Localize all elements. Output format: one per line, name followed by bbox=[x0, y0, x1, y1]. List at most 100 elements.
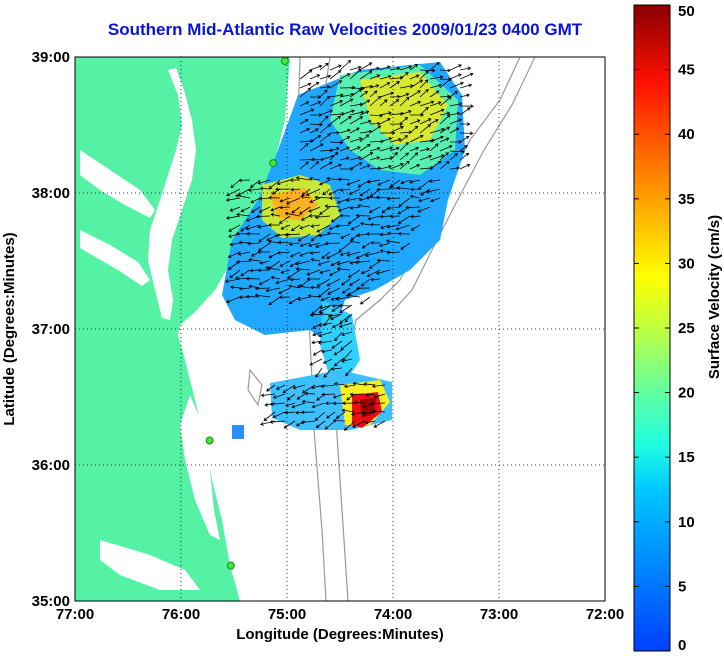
velocity-arrow bbox=[449, 149, 465, 154]
colorbar-tick-label: 10 bbox=[678, 514, 695, 531]
velocity-arrow bbox=[329, 80, 343, 89]
velocity-arrow bbox=[299, 127, 311, 134]
velocity-arrow bbox=[283, 420, 296, 429]
velocity-arrow bbox=[429, 197, 441, 203]
velocity-arrow bbox=[400, 242, 411, 250]
velocity-arrow bbox=[323, 367, 333, 378]
velocity-arrow bbox=[275, 187, 291, 192]
velocity-arrow bbox=[359, 134, 370, 143]
colorbar-ticks: 0 5 10 15 20 25 30 35 40 45 50 bbox=[634, 3, 695, 654]
velocity-arrow bbox=[319, 206, 331, 215]
velocity-arrow bbox=[258, 206, 271, 213]
colorbar-tick-label: 30 bbox=[678, 255, 695, 272]
velocity-arrow bbox=[349, 239, 361, 244]
velocity-arrow bbox=[373, 393, 386, 399]
velocity-arrow bbox=[339, 304, 353, 314]
velocity-arrow bbox=[280, 269, 291, 274]
velocity-arrow bbox=[321, 349, 333, 354]
velocity-arrow bbox=[339, 146, 350, 152]
velocity-arrow bbox=[299, 108, 315, 116]
velocity-arrow bbox=[292, 384, 306, 390]
velocity-arrow bbox=[449, 111, 461, 116]
lat-lon-grid bbox=[75, 57, 605, 601]
colorbar-tick-label: 25 bbox=[678, 320, 695, 337]
velocity-arrow bbox=[409, 152, 419, 161]
velocity-arrow bbox=[449, 166, 461, 171]
velocity-arrow bbox=[258, 196, 271, 201]
velocity-arrow bbox=[257, 268, 271, 273]
velocity-arrow bbox=[310, 285, 321, 290]
velocity-arrow bbox=[316, 393, 326, 401]
velocity-arrow bbox=[348, 188, 361, 195]
velocity-arrow bbox=[331, 303, 343, 308]
velocity-arrow bbox=[308, 242, 321, 248]
velocity-arrow bbox=[309, 143, 324, 152]
velocity-arrow bbox=[439, 160, 450, 170]
velocity-arrow bbox=[359, 296, 371, 305]
velocity-arrow bbox=[369, 156, 381, 161]
velocity-arrow bbox=[332, 418, 346, 423]
velocity-arrow bbox=[295, 267, 311, 271]
velocity-arrow bbox=[326, 278, 341, 287]
velocity-arrow bbox=[399, 141, 409, 152]
velocity-arrow bbox=[349, 88, 363, 98]
velocity-arrow bbox=[329, 269, 341, 276]
velocity-arrow bbox=[279, 260, 291, 267]
velocity-arrow bbox=[257, 179, 271, 185]
velocity-arrow bbox=[329, 64, 342, 71]
velocity-arrow bbox=[268, 195, 281, 200]
velocity-arrow bbox=[257, 250, 270, 254]
velocity-arrows bbox=[224, 59, 474, 431]
radar-station-marker bbox=[226, 561, 235, 570]
velocity-arrow bbox=[309, 313, 323, 317]
y-tick-label: 38:00 bbox=[32, 185, 70, 202]
velocity-arrow bbox=[289, 277, 301, 282]
velocity-arrow bbox=[389, 66, 401, 71]
velocity-arrow bbox=[319, 95, 331, 107]
velocity-arrow bbox=[429, 143, 439, 152]
velocity-arrow bbox=[316, 224, 331, 233]
velocity-arrow bbox=[230, 179, 241, 189]
velocity-arrow bbox=[345, 293, 361, 298]
velocity-arrow bbox=[301, 399, 316, 404]
velocity-arrow bbox=[295, 176, 311, 181]
velocity-arrow bbox=[389, 94, 401, 99]
velocity-arrow bbox=[245, 224, 261, 231]
velocity-arrow bbox=[329, 100, 344, 107]
velocity-arrow bbox=[429, 160, 442, 170]
velocity-arrow bbox=[410, 214, 421, 219]
colorbar-tick-label: 50 bbox=[678, 3, 695, 20]
velocity-arrow bbox=[418, 197, 431, 203]
colorbar-tick-label: 5 bbox=[678, 578, 686, 595]
velocity-arrow bbox=[289, 260, 301, 267]
velocity-arrow bbox=[349, 146, 361, 152]
velocity-arrow bbox=[318, 322, 333, 327]
velocity-arrow bbox=[397, 215, 411, 224]
velocity-arrow bbox=[311, 402, 326, 409]
velocity-arrow bbox=[315, 367, 323, 378]
velocity-arrow bbox=[449, 64, 462, 71]
velocity-arrow bbox=[314, 411, 326, 421]
velocity-arrow bbox=[395, 224, 411, 231]
velocity-arrow bbox=[439, 145, 453, 152]
velocity-arrow bbox=[352, 420, 366, 428]
velocity-arrow bbox=[359, 70, 373, 80]
velocity-arrow bbox=[237, 188, 251, 196]
velocity-arrow bbox=[376, 187, 391, 192]
velocity-arrow bbox=[419, 124, 431, 134]
velocity-arrow bbox=[318, 233, 331, 238]
velocity-arrow bbox=[459, 83, 473, 89]
y-tick-label: 35:00 bbox=[32, 593, 70, 610]
velocity-arrow bbox=[370, 277, 381, 282]
velocity-arrow bbox=[439, 114, 451, 125]
velocity-arrow bbox=[420, 188, 431, 196]
velocity-arrow bbox=[225, 215, 241, 220]
velocity-arrow bbox=[329, 93, 344, 98]
velocity-arrow bbox=[269, 402, 286, 407]
velocity-arrow bbox=[366, 179, 381, 184]
velocity-arrow bbox=[369, 74, 381, 80]
velocity-arrow bbox=[429, 135, 444, 143]
velocity-arrow bbox=[386, 250, 401, 255]
velocity-arrow bbox=[449, 73, 462, 80]
velocity-arrow bbox=[378, 242, 391, 248]
